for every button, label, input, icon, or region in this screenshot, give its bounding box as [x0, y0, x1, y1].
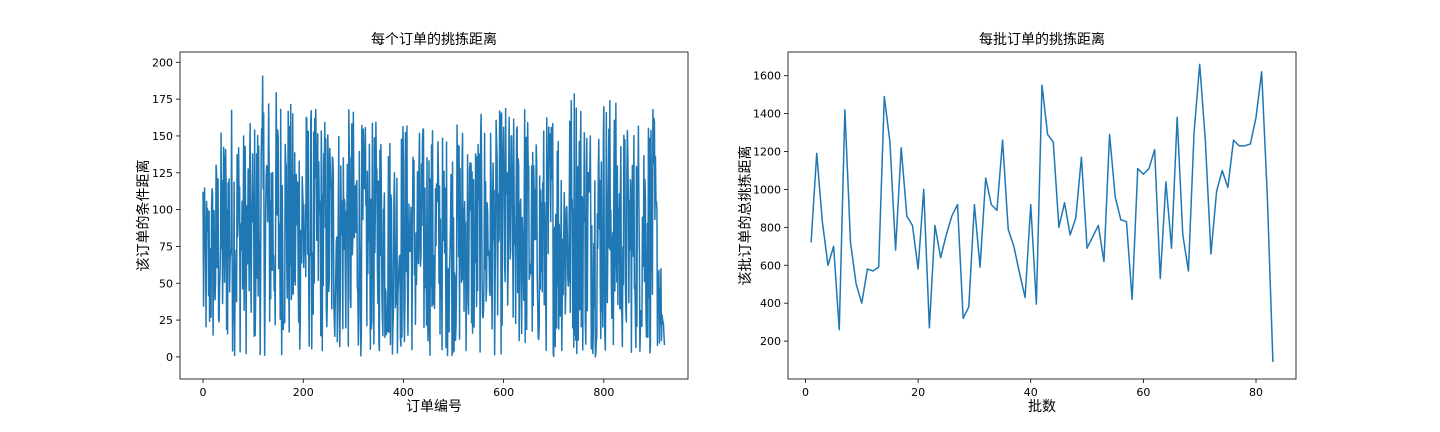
right-chart-xlabel: 批数: [1028, 399, 1056, 415]
right-chart-title: 每批订单的挑拣距离: [979, 31, 1105, 48]
x-tick-label: 200: [293, 386, 314, 399]
x-tick-label: 20: [911, 386, 925, 399]
x-tick-label: 800: [593, 386, 614, 399]
series-line: [810, 63, 1274, 362]
series-line: [202, 75, 666, 358]
x-tick-label: 600: [493, 386, 514, 399]
left-chart-ylabel: 该订单的条件距离: [135, 160, 152, 272]
x-tick-label: 40: [1024, 386, 1038, 399]
right-chart-axes: 每批订单的挑拣距离 批数 该批订单的总挑拣距离 0 20 40 60 80 200 400 6…: [737, 31, 1297, 415]
y-tick-label: 1600: [753, 70, 781, 83]
y-tick-label: 150: [152, 130, 173, 143]
y-tick-label: 200: [760, 335, 781, 348]
y-tick-label: 1200: [753, 146, 781, 159]
y-tick-label: 200: [152, 56, 173, 69]
x-tick-label: 0: [200, 386, 207, 399]
right-chart-ylabel: 该批订单的总挑拣距离: [737, 146, 754, 286]
x-tick-label: 400: [393, 386, 414, 399]
y-tick-label: 1000: [753, 183, 781, 196]
x-tick-label: 60: [1136, 386, 1150, 399]
y-tick-label: 125: [152, 167, 173, 180]
y-tick-label: 75: [159, 240, 173, 253]
left-chart-title: 每个订单的挑拣距离: [371, 31, 497, 48]
x-tick-label: 0: [802, 386, 809, 399]
axes-frame: [787, 51, 1297, 380]
left-chart-axes: 每个订单的挑拣距离 订单编号 该订单的条件距离 0 200 400 600 800 0 25…: [135, 31, 689, 415]
y-tick-label: 25: [159, 314, 173, 327]
y-tick-label: 0: [166, 351, 173, 364]
y-tick-label: 100: [152, 204, 173, 217]
y-tick-label: 600: [760, 259, 781, 272]
axes-frame: [179, 51, 689, 380]
y-tick-label: 800: [760, 221, 781, 234]
y-tick-label: 175: [152, 93, 173, 106]
y-tick-label: 50: [159, 277, 173, 290]
left-chart-xlabel: 订单编号: [406, 399, 462, 415]
x-tick-label: 80: [1249, 386, 1263, 399]
y-tick-label: 1400: [753, 108, 781, 121]
y-tick-label: 400: [760, 297, 781, 310]
